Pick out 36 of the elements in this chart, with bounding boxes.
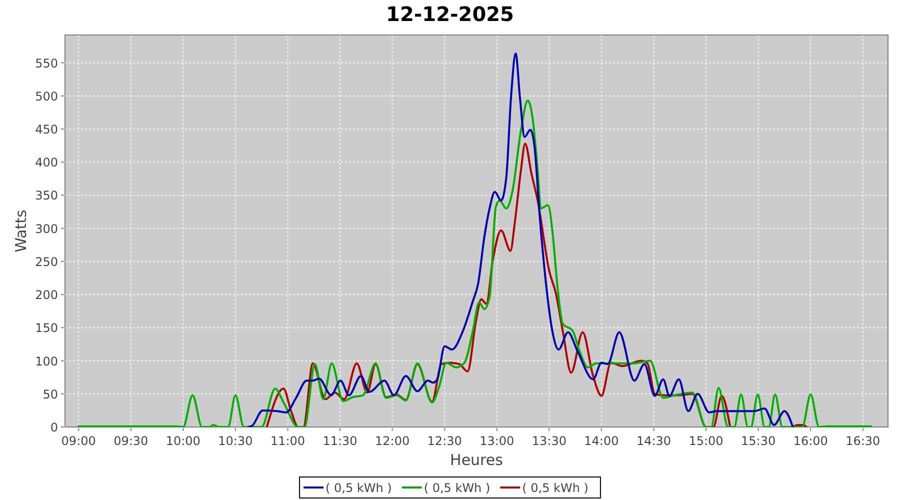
legend-label: ( 0,5 kWh ) (424, 481, 490, 495)
y-tick-label: 0 (50, 420, 58, 434)
y-tick-label: 200 (35, 288, 58, 302)
x-tick-label: 12:30 (427, 434, 462, 448)
line-series (247, 52, 794, 427)
x-tick-label: 16:30 (846, 434, 880, 448)
x-tick-label: 09:00 (61, 434, 96, 448)
y-tick-label: 400 (35, 156, 58, 170)
y-tick-label: 550 (35, 56, 58, 70)
x-tick-label: 12:00 (375, 434, 410, 448)
x-tick-label: 11:00 (270, 434, 306, 448)
x-axis-title: Heures (450, 451, 504, 469)
legend-label: ( 0,5 kWh ) (522, 481, 588, 495)
y-tick-label: 350 (35, 188, 58, 203)
chart-title: 12-12-2025 (386, 2, 514, 26)
y-tick-label: 300 (35, 222, 58, 236)
y-tick-label: 450 (35, 122, 58, 137)
y-axis-title: Watts (12, 210, 30, 252)
y-tick-label: 500 (35, 89, 58, 104)
x-tick-label: 14:00 (584, 434, 619, 448)
x-tick-label: 10:00 (166, 434, 200, 448)
y-tick-label: 100 (35, 354, 58, 368)
x-tick-label: 13:00 (480, 434, 514, 448)
x-tick-label: 11:30 (322, 434, 358, 448)
x-tick-label: 10:30 (218, 434, 253, 448)
x-tick-label: 13:30 (532, 434, 566, 448)
y-tick-label: 50 (42, 387, 58, 402)
x-tick-label: 16:00 (793, 434, 828, 448)
x-tick-label: 09:30 (114, 434, 148, 448)
x-tick-label: 15:00 (688, 434, 724, 448)
y-tick-label: 150 (35, 321, 58, 336)
legend-label: ( 0,5 kWh ) (326, 481, 392, 495)
line-series (78, 100, 872, 427)
x-tick-label: 15:30 (741, 434, 776, 448)
x-tick-label: 14:30 (636, 434, 672, 448)
y-tick-label: 250 (35, 254, 58, 269)
